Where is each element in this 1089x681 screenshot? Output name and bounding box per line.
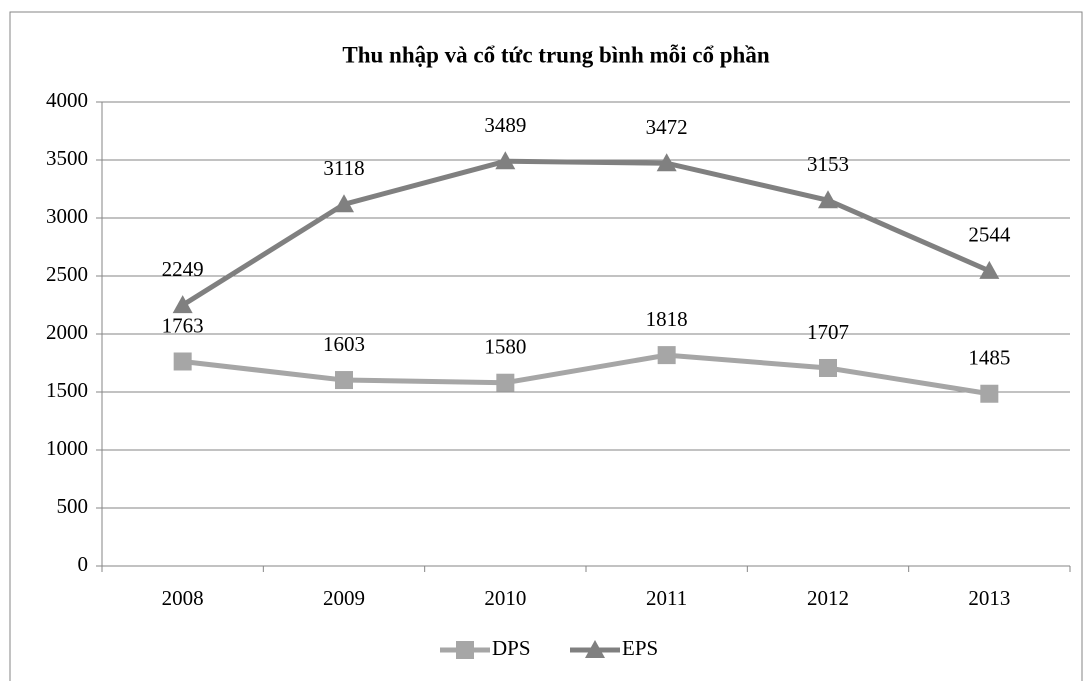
data-label: 1603 <box>323 332 365 356</box>
legend-marker <box>456 641 474 659</box>
y-tick-label: 4000 <box>46 88 88 112</box>
marker <box>980 384 999 403</box>
legend-label: DPS <box>492 636 531 660</box>
y-tick-label: 1500 <box>46 378 88 402</box>
marker <box>979 260 1000 279</box>
marker <box>495 151 516 170</box>
marker <box>334 194 354 213</box>
data-label: 1485 <box>968 346 1010 370</box>
marker <box>819 358 837 377</box>
y-tick-label: 2500 <box>46 262 88 286</box>
legend-label: EPS <box>622 636 658 660</box>
marker <box>335 371 353 390</box>
marker <box>657 346 676 365</box>
x-tick-label: 2012 <box>807 586 849 610</box>
x-tick-label: 2009 <box>323 586 365 610</box>
data-label: 3153 <box>807 152 849 176</box>
y-tick-label: 3500 <box>46 146 88 170</box>
marker <box>656 153 677 172</box>
y-tick-label: 1000 <box>46 436 88 460</box>
data-label: 3118 <box>323 156 364 180</box>
x-tick-label: 2013 <box>968 586 1010 610</box>
y-tick-label: 500 <box>57 494 89 518</box>
data-label: 1580 <box>484 335 526 359</box>
y-tick-label: 0 <box>78 552 89 576</box>
x-tick-label: 2010 <box>484 586 526 610</box>
y-tick-label: 2000 <box>46 320 88 344</box>
marker <box>172 295 193 314</box>
chart-title: Thu nhập và cổ tức trung bình mỗi cổ phầ… <box>342 42 769 67</box>
legend-marker <box>585 640 605 658</box>
chart-frame <box>9 11 1083 681</box>
y-tick-label: 3000 <box>46 204 88 228</box>
data-label: 3489 <box>484 113 526 137</box>
x-tick-label: 2011 <box>646 586 687 610</box>
marker <box>496 373 515 392</box>
data-label: 1763 <box>162 313 204 337</box>
data-label: 2249 <box>162 257 204 281</box>
series-line <box>181 158 991 308</box>
marker <box>818 190 838 209</box>
x-tick-label: 2008 <box>162 586 204 610</box>
series-line <box>182 352 990 397</box>
data-label: 3472 <box>646 115 688 139</box>
data-label: 2544 <box>968 223 1011 247</box>
data-label: 1818 <box>646 307 688 331</box>
marker <box>173 352 192 371</box>
data-label: 1707 <box>807 320 849 344</box>
